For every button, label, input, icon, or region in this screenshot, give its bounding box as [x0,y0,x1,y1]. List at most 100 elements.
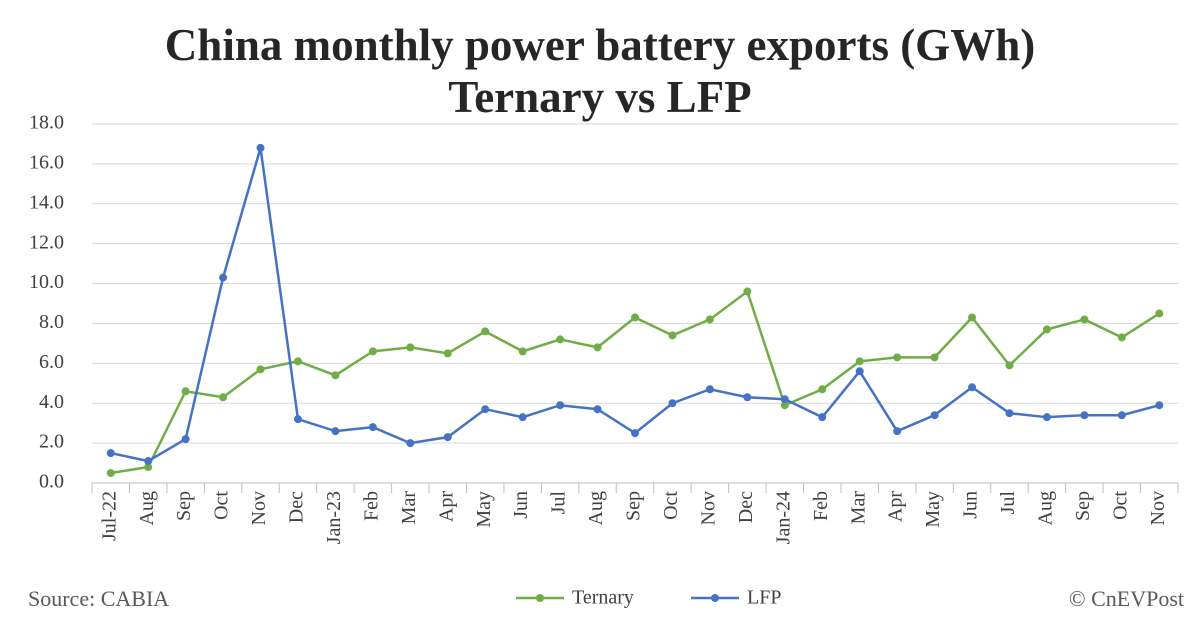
x-tick-label: Jan-23 [323,491,345,544]
x-tick-label: Sep [1072,491,1094,521]
point [219,273,228,282]
x-tick-label: Nov [248,491,270,525]
x-tick-label: Jun [510,491,532,519]
x-tick-label: Sep [623,491,645,521]
point [481,405,490,414]
point [106,449,115,458]
x-tick-label: May [922,491,944,528]
y-tick-label: 4.0 [39,391,64,413]
x-tick-label: Nov [1147,491,1169,525]
x-tick-label: Apr [885,491,907,522]
point [368,423,377,432]
point [1042,325,1051,334]
y-tick-label: 2.0 [39,431,64,453]
point [593,343,602,352]
point [144,457,153,466]
x-tick-label: Jun [960,491,982,519]
point [930,411,939,420]
credit: © CnEVPost [1069,586,1184,611]
x-tick-label: Oct [660,491,682,520]
x-tick-label: Oct [211,491,233,520]
x-tick-label: Feb [360,491,382,521]
x-tick-label: Jul-22 [98,491,120,541]
point [1080,315,1089,324]
x-tick-label: Aug [1035,491,1057,525]
point [556,335,565,344]
point [256,143,265,152]
legend-marker [711,594,719,602]
source: Source: CABIA [28,586,169,611]
point [406,439,415,448]
y-tick-label: 10.0 [29,271,64,293]
point [406,343,415,352]
point [705,315,714,324]
y-tick-label: 14.0 [29,191,64,213]
x-tick-label: Feb [810,491,832,521]
point [818,385,827,394]
point [1155,401,1164,410]
point [893,353,902,362]
legend-marker [536,594,544,602]
x-tick-label: Sep [173,491,195,521]
chart-subtitle: Ternary vs LFP [448,72,751,122]
point [106,469,115,478]
point [518,413,527,422]
point [181,387,190,396]
point [743,393,752,402]
point [518,347,527,356]
chart-title: China monthly power battery exports (GWh… [165,20,1035,70]
point [855,357,864,366]
x-tick-label: Jul [997,491,1019,515]
point [705,385,714,394]
y-tick-label: 0.0 [39,471,64,493]
point [293,357,302,366]
point [668,399,677,408]
x-tick-label: Mar [398,491,420,525]
legend-label: Ternary [572,587,634,609]
point [256,365,265,374]
point [893,427,902,436]
point [144,463,153,472]
point [780,395,789,404]
point [293,415,302,424]
x-tick-label: Nov [697,491,719,525]
point [481,327,490,336]
point [780,401,789,410]
point [1155,309,1164,318]
point [668,331,677,340]
point [1042,413,1051,422]
point [631,313,639,322]
x-tick-label: May [473,491,495,528]
x-tick-label: Jul [548,491,570,515]
x-tick-label: Apr [435,491,457,522]
point [331,371,340,380]
legend-label: LFP [747,587,781,609]
y-tick-label: 18.0 [29,112,64,134]
point [1117,333,1126,342]
point [443,433,452,442]
y-tick-label: 16.0 [29,151,64,173]
point [593,405,602,414]
point [1005,361,1014,370]
x-tick-label: Aug [136,491,158,525]
point [556,401,565,410]
x-tick-label: Dec [286,491,308,523]
y-tick-label: 6.0 [39,351,64,373]
point [1117,411,1126,420]
point [331,427,340,436]
point [219,393,228,402]
point [818,413,827,422]
y-tick-label: 8.0 [39,311,64,333]
x-tick-label: Jan-24 [772,491,794,544]
x-tick-label: Aug [585,491,607,525]
x-tick-label: Dec [735,491,757,523]
point [968,313,977,322]
point [1080,411,1089,420]
point [855,367,864,376]
point [631,429,639,438]
point [930,353,939,362]
point [368,347,377,356]
x-tick-label: Mar [847,491,869,525]
